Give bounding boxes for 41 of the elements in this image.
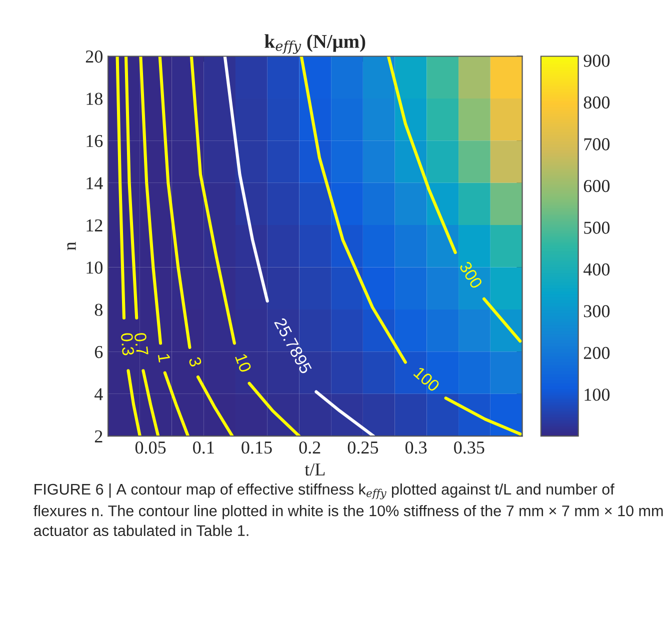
- color-bar-label: 600: [584, 180, 610, 192]
- x-tick-label: 0.2: [299, 441, 320, 454]
- text: 0.7: [134, 332, 149, 356]
- y-tick-label: 4: [94, 388, 103, 400]
- y-tick-label: 8: [94, 304, 103, 316]
- y-tick-label: 20: [86, 50, 103, 63]
- x-tick-label: 0.25: [348, 441, 378, 454]
- text: 300: [458, 260, 483, 290]
- text: 100: [413, 366, 440, 392]
- line-series: [223, 56, 269, 303]
- text: 1: [158, 354, 170, 362]
- text: 0.3: [120, 332, 134, 356]
- text: 3: [188, 356, 202, 368]
- color-bar-label: 400: [584, 263, 610, 276]
- color-bar-label: 800: [584, 96, 610, 109]
- x-tick-label: 0.35: [454, 441, 484, 454]
- x-tick-label: 0.05: [135, 441, 166, 454]
- y-tick-label: 10: [86, 262, 103, 274]
- line-series: [386, 56, 457, 254]
- line-series: [158, 56, 192, 349]
- x-axis-title: t/L: [304, 463, 325, 476]
- x-tick-label: 0.1: [193, 441, 214, 454]
- y-tick-label: 14: [86, 177, 103, 190]
- color-bar-label: 500: [584, 222, 610, 234]
- chart-title: k$_{effy}$ (N/μm): [264, 34, 366, 54]
- y-tick-label: 16: [86, 134, 103, 148]
- y-tick-label: 2: [94, 430, 102, 442]
- color-bar-label: 300: [584, 305, 610, 318]
- color-bar-label: 900: [584, 54, 610, 67]
- color-bar-label: 200: [584, 346, 610, 360]
- color-bar-label: 700: [584, 138, 610, 150]
- y-tick-label: 6: [94, 346, 103, 358]
- x-tick-label: 0.3: [405, 441, 427, 454]
- color-bar-label: 100: [584, 388, 610, 401]
- y-axis-title: n: [67, 242, 76, 250]
- y-tick-label: 18: [86, 92, 103, 105]
- caption: FIGURE 6 | A contour map of effective stiffness k$_{effy}$ plotted against t/L and number of flexures n. The contour line plotted in white is the 10% stiffness of the 7 mm × 7 mm × 10 mm actuator as tabulated in Table 1.: [34, 483, 663, 536]
- y-tick-label: 12: [86, 219, 102, 232]
- text: 10: [234, 353, 252, 373]
- x-tick-label: 0.15: [242, 441, 272, 454]
- line-series: [190, 56, 236, 345]
